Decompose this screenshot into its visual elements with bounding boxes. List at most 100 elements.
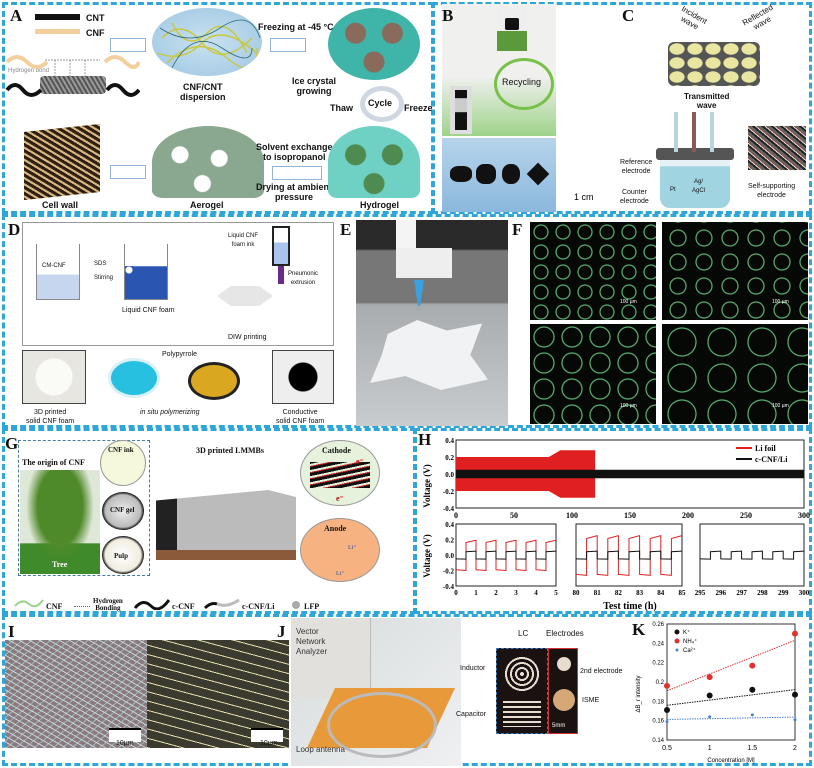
x-tick-label: 250 bbox=[740, 511, 752, 520]
y-axis-label: ΔB_r intensity bbox=[636, 675, 642, 712]
legend-ccnf-li-label: c-CNF/Li bbox=[242, 602, 275, 611]
arrow-left-icon bbox=[272, 166, 322, 180]
panel-label-e: E bbox=[340, 220, 352, 239]
arrow-right-icon bbox=[110, 38, 146, 52]
recycling-arrows-icon bbox=[494, 58, 554, 110]
x-tick-label: 150 bbox=[624, 511, 636, 520]
cnf-legend-bar bbox=[35, 29, 80, 34]
ice-crystal-image bbox=[328, 8, 420, 80]
x-tick-label: 3 bbox=[514, 589, 518, 597]
aerogel-label: Aerogel bbox=[190, 200, 224, 210]
panel-label-k: K bbox=[632, 620, 646, 639]
tree-label: Tree bbox=[52, 560, 68, 569]
x-tick-label: 300 bbox=[799, 589, 810, 597]
electrodes-photo bbox=[548, 648, 578, 734]
pt-label: Pt bbox=[670, 187, 676, 193]
scale-bar-label: 100 µm bbox=[772, 403, 789, 409]
printer-photo bbox=[356, 220, 508, 426]
inset-ccnf-li-line bbox=[575, 550, 683, 560]
y-tick-label: 0.16 bbox=[652, 719, 664, 725]
solvent-exchange-label: Solvent exchange to isopropanol bbox=[256, 142, 333, 162]
conductive-foam-label: Conductive solid CNF foam bbox=[276, 409, 325, 425]
printed-foam-label: 3D printed solid CNF foam bbox=[26, 409, 75, 425]
data-point bbox=[664, 707, 670, 714]
arrow-right-icon bbox=[110, 165, 146, 179]
cnf-ink-label: CNF ink bbox=[108, 446, 134, 454]
micrograph-light bbox=[5, 640, 147, 748]
reference-electrode-label: Reference electrode bbox=[620, 159, 653, 175]
x-tick-label: 4 bbox=[534, 589, 538, 597]
trend-line bbox=[666, 639, 796, 692]
agcl-label: Ag/ AgCl bbox=[692, 179, 706, 194]
y-tick-label: -0.4 bbox=[443, 505, 455, 513]
data-point bbox=[708, 715, 712, 719]
panel-label-c: C bbox=[622, 6, 635, 25]
vna-label: Vector Network Analyzer bbox=[296, 627, 328, 656]
x-tick-label: 82 bbox=[615, 589, 623, 597]
printed-battery-image bbox=[156, 490, 296, 560]
micrograph-dark bbox=[147, 640, 289, 748]
electrodes-label: Electrodes bbox=[546, 629, 584, 638]
inset-ccnf-li-line bbox=[699, 550, 805, 560]
scale-bar-label: 10µm bbox=[116, 740, 134, 747]
foam-ink-label: Liquid CNF foam ink bbox=[228, 233, 259, 248]
shaped-aerogels-photo bbox=[442, 138, 556, 212]
arrow-right-icon bbox=[270, 38, 306, 52]
wireless-sensor-render bbox=[291, 618, 461, 766]
legend-label: Ca²⁺ bbox=[683, 647, 696, 654]
legend-cnf-line-icon bbox=[14, 599, 44, 608]
cnf-ink-circle bbox=[100, 440, 146, 486]
x-tick-label: 0 bbox=[454, 511, 458, 520]
x-tick-label: 0.5 bbox=[662, 745, 672, 752]
nozzle bbox=[278, 266, 284, 284]
lithium-ion-label: Li⁺ bbox=[336, 571, 345, 577]
insitu-label: in situ polymerizing bbox=[140, 409, 200, 416]
y-tick-label: 0.2 bbox=[656, 680, 665, 686]
x-tick-label: 299 bbox=[778, 589, 789, 597]
vial-photo bbox=[450, 86, 472, 134]
printed-foam-photo bbox=[22, 350, 86, 404]
pneumonic-label: Pneumonic extrusion bbox=[288, 271, 319, 286]
trend-line bbox=[666, 689, 796, 706]
aerogel-on-leaf-photo bbox=[497, 6, 527, 51]
inset-plot-frame bbox=[575, 523, 683, 587]
intensity-concentration-chart: 0.5 1 1.5 2 0.26 0.24 0.22 0.2 0.18 0.16 0.14 Conce… bbox=[636, 622, 798, 764]
cnt-tube-diagram bbox=[40, 76, 106, 94]
cnt-legend-label: CNT bbox=[86, 13, 105, 23]
foam-micrograph-1 bbox=[530, 222, 656, 320]
voltage-profile-chart: 0 50 100 150 200 250 3000.40.20.0-0.2-0.4Volta… bbox=[422, 437, 810, 612]
lc-sensor-photo bbox=[496, 648, 548, 734]
drying-label: Drying at ambient pressure bbox=[256, 182, 333, 202]
y-tick-label: -0.4 bbox=[443, 583, 455, 591]
y-axis-label: Voltage (V) bbox=[422, 534, 432, 577]
data-point bbox=[792, 691, 798, 698]
foam-micrograph-4 bbox=[662, 324, 808, 424]
aerogel-image bbox=[152, 126, 264, 198]
self-supporting-electrode-image bbox=[748, 126, 806, 170]
y-tick-label: 0.0 bbox=[445, 552, 454, 560]
data-point bbox=[706, 674, 713, 681]
panel-label-d: D bbox=[8, 220, 21, 239]
legend-lfp-dot-icon bbox=[292, 601, 300, 609]
x-tick-label: 81 bbox=[594, 589, 602, 597]
data-point bbox=[792, 630, 798, 637]
self-supporting-label: Self-supporting electrode bbox=[748, 183, 796, 199]
dispersion-label: CNF/CNT dispersion bbox=[180, 82, 226, 102]
y-axis-label: Voltage (V) bbox=[422, 464, 432, 507]
anode-label: Anode bbox=[324, 524, 347, 533]
lc-label: LC bbox=[518, 629, 529, 638]
recycling-label: Recycling bbox=[502, 77, 542, 87]
panel-bc-border bbox=[432, 2, 812, 214]
x-tick-label: 1 bbox=[474, 589, 478, 597]
x-tick-label: 83 bbox=[636, 589, 644, 597]
freezing-label: Freezing at -45 °C bbox=[258, 22, 334, 32]
x-tick-label: 2 bbox=[793, 745, 797, 752]
y-tick-label: 0.4 bbox=[445, 521, 454, 529]
y-tick-label: 0.18 bbox=[652, 699, 664, 705]
trend-line bbox=[666, 716, 796, 720]
pulp-circle bbox=[102, 536, 144, 574]
cnf-legend-label: CNF bbox=[86, 28, 105, 38]
y-tick-label: 0.22 bbox=[652, 661, 664, 667]
cmcnf-label: CM-CNF bbox=[42, 263, 66, 269]
x-tick-label: 85 bbox=[679, 589, 687, 597]
